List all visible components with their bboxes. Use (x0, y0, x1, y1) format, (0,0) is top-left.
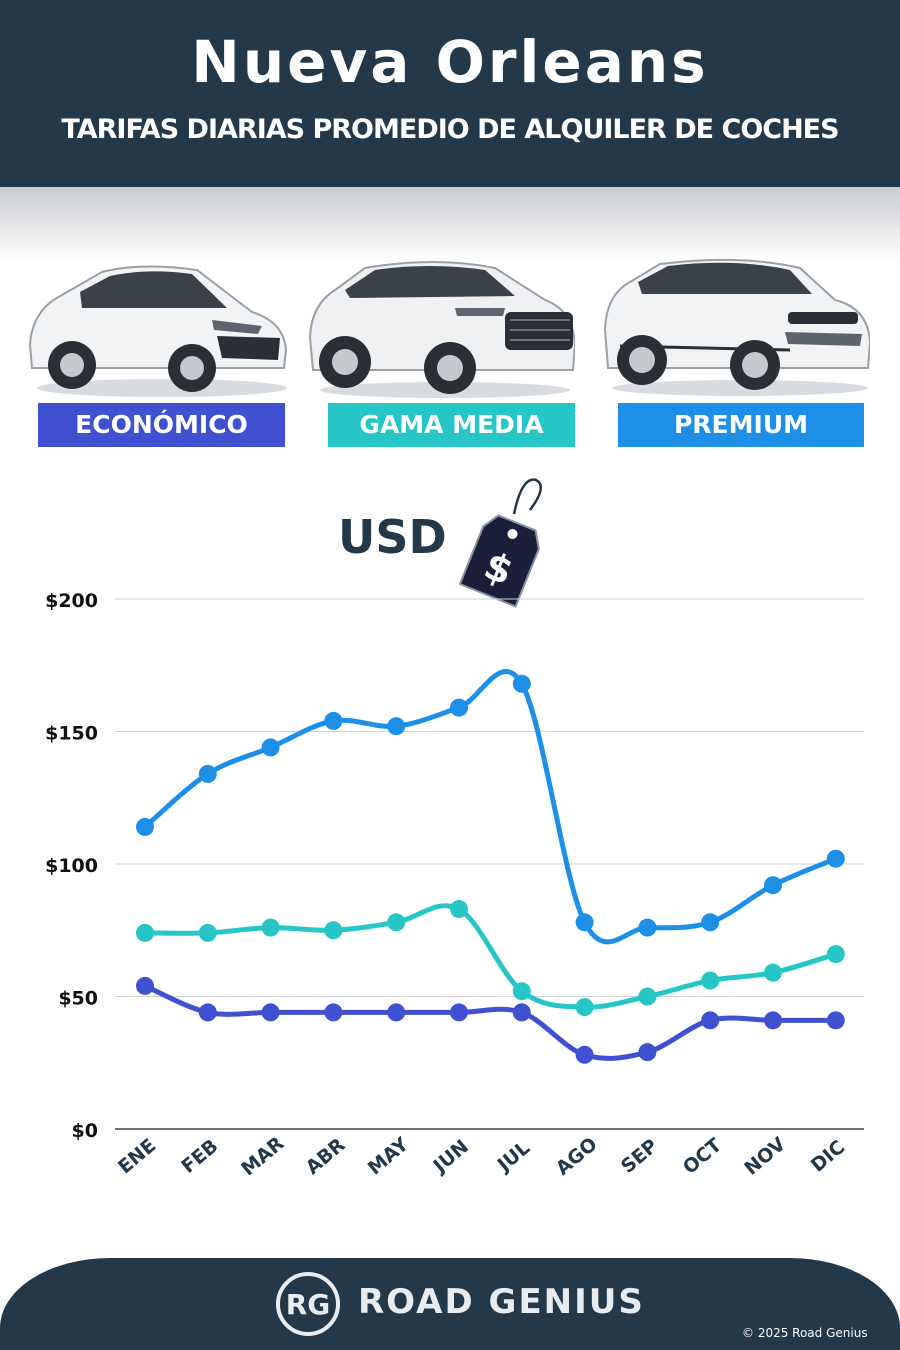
data-point (826, 945, 845, 964)
suv-car-icon (308, 261, 575, 398)
data-point (324, 1003, 343, 1022)
data-point (575, 913, 594, 932)
data-point (136, 923, 154, 942)
data-point (450, 1003, 468, 1022)
data-point (638, 918, 657, 937)
data-point (387, 717, 406, 736)
data-point (324, 711, 343, 730)
data-point (387, 913, 406, 932)
currency-label: USD (338, 510, 447, 564)
data-point (450, 900, 468, 919)
data-point (261, 738, 280, 757)
y-tick-label: $150 (45, 723, 98, 745)
data-point (764, 876, 782, 895)
data-point (198, 764, 217, 783)
chart-area: $0 $50 $100 $150 $200 ENE FEB MAR ABR MAY JUN JUL AG… (45, 590, 864, 1180)
footer-banner (0, 1258, 900, 1350)
data-point (575, 1045, 594, 1064)
badge-premium: PREMIUM (618, 403, 864, 447)
y-tick-label: $50 (58, 988, 98, 1010)
data-point (638, 1043, 657, 1062)
data-point (198, 923, 217, 942)
header-banner: Nueva Orleans TARIFAS DIARIAS PROMEDIO D… (0, 0, 900, 187)
data-point (450, 698, 468, 717)
data-point (575, 998, 594, 1017)
series-line (142, 669, 839, 945)
data-point (764, 1011, 782, 1030)
x-tick-label: JUL (492, 1137, 534, 1177)
data-point (701, 913, 720, 932)
data-point (701, 971, 720, 990)
data-point (512, 982, 531, 1001)
x-tick-label: AGO (552, 1133, 602, 1180)
data-point (701, 1011, 720, 1030)
data-point (136, 817, 154, 836)
data-point (512, 1003, 531, 1022)
data-point (764, 963, 782, 982)
badge-gama-media: GAMA MEDIA (328, 403, 575, 447)
data-point (826, 849, 845, 868)
data-point (136, 976, 154, 995)
y-tick-label: $200 (45, 590, 98, 612)
brand-name: ROAD GENIUS (358, 1282, 645, 1322)
x-tick-label: MAR (237, 1132, 288, 1180)
x-tick-label: SEP (617, 1135, 662, 1178)
data-point (387, 1003, 406, 1022)
x-tick-label: DIC (807, 1136, 849, 1177)
data-point (512, 674, 531, 693)
badge-economico: ECONÓMICO (38, 403, 285, 447)
luxury-suv-car-icon (603, 258, 870, 396)
page-title: Nueva Orleans (191, 28, 709, 96)
copyright-text: © 2025 Road Genius (742, 1326, 868, 1340)
data-point (261, 1003, 280, 1022)
data-point (826, 1011, 845, 1030)
price-tag-icon: $ (458, 478, 543, 608)
series-line (142, 903, 839, 1010)
x-tick-label: ABR (302, 1134, 350, 1179)
data-point (261, 918, 280, 937)
x-tick-label: FEB (177, 1135, 222, 1178)
logo-initials: RG (285, 1288, 331, 1321)
hatchback-car-icon (28, 265, 288, 397)
header-shadow (0, 187, 900, 262)
data-point (198, 1003, 217, 1022)
page-subtitle: TARIFAS DIARIAS PROMEDIO DE ALQUILER DE … (61, 114, 839, 145)
logo-badge: RG (276, 1272, 340, 1336)
data-point (638, 987, 657, 1006)
x-tick-label: MAY (364, 1133, 413, 1179)
x-tick-label: ENE (114, 1135, 160, 1179)
x-tick-label: OCT (679, 1134, 726, 1179)
y-tick-label: $100 (45, 855, 98, 877)
y-tick-label: $0 (72, 1120, 98, 1142)
x-tick-label: NOV (740, 1133, 790, 1180)
x-tick-label: JUN (428, 1136, 473, 1179)
data-point (324, 921, 343, 940)
